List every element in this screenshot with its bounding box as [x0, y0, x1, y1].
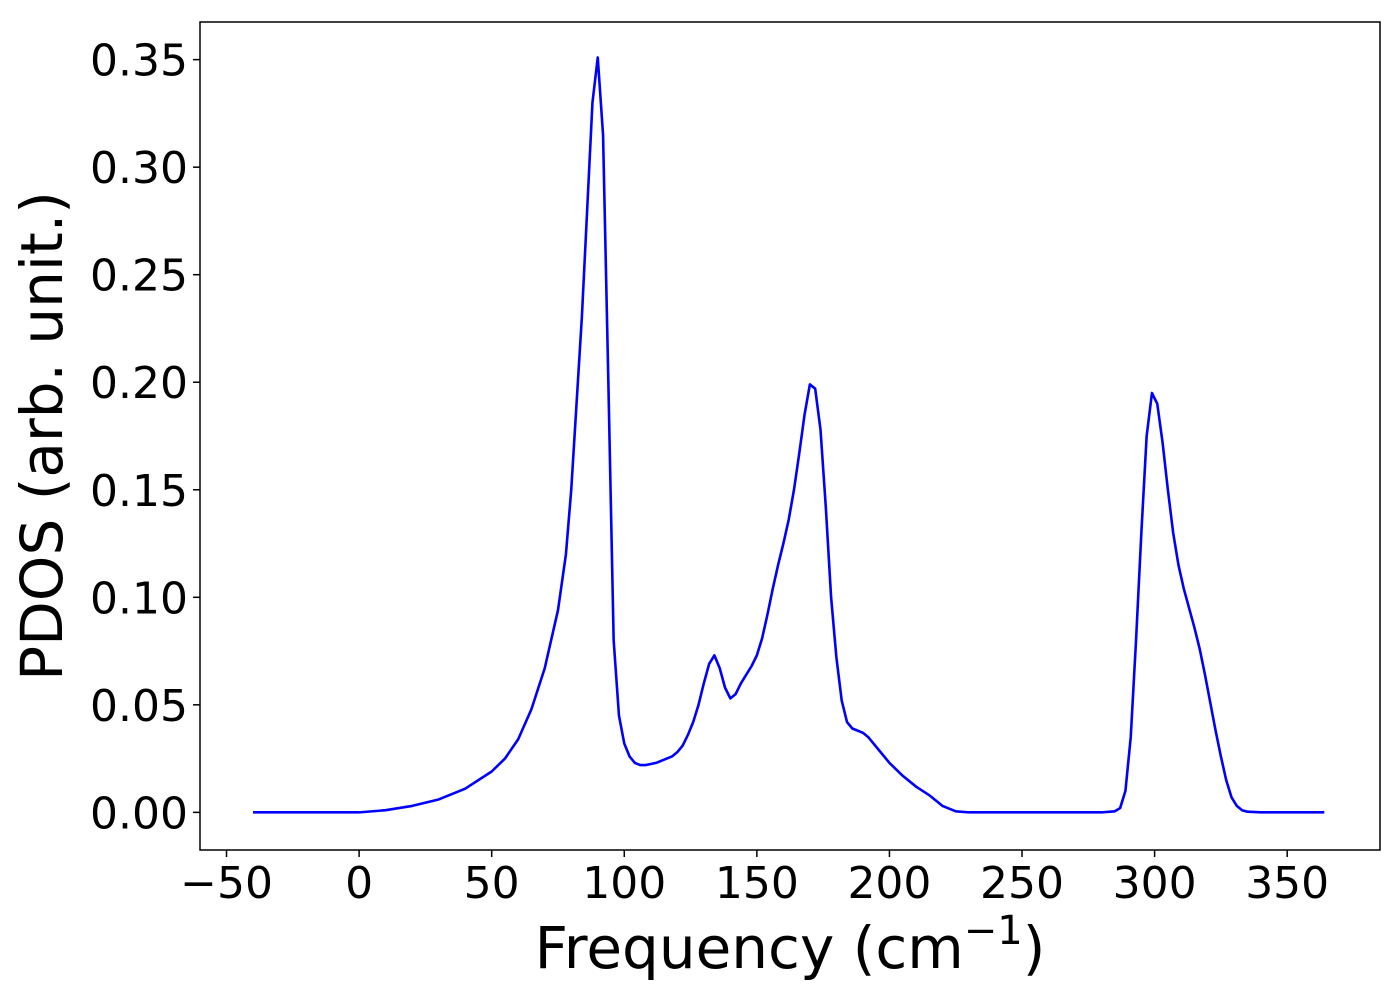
series-layer [253, 56, 1325, 814]
plot-frame [199, 21, 1381, 851]
x-tick-label: 50 [464, 858, 520, 909]
x-axis-label-text: Frequency (cm [535, 914, 964, 982]
y-tick-label: 0.25 [90, 251, 188, 302]
y-axis-label: PDOS (arb. unit.) [8, 191, 76, 681]
x-tick-label: 250 [980, 858, 1064, 909]
x-axis-label-sup: −1 [964, 908, 1023, 954]
x-tick-label: 0 [345, 858, 373, 909]
y-tick-label: 0.15 [90, 466, 188, 517]
y-axis: 0.00 0.05 0.10 0.15 0.20 0.25 0.30 0.35 [90, 36, 200, 839]
x-axis-label-close: ) [1023, 914, 1046, 982]
y-tick-label: 0.00 [90, 788, 188, 839]
x-tick-label: 100 [582, 858, 666, 909]
y-tick-label: 0.10 [90, 573, 188, 624]
y-tick-label: 0.35 [90, 36, 188, 87]
x-axis: −50 0 50 100 150 200 250 300 350 [180, 850, 1329, 909]
x-tick-label: 350 [1245, 858, 1329, 909]
x-tick-label: −50 [180, 858, 273, 909]
y-tick-label: 0.05 [90, 681, 188, 732]
series-line-0 [253, 56, 1325, 814]
x-axis-label: Frequency (cm−1) [535, 908, 1046, 982]
x-tick-label: 300 [1113, 858, 1197, 909]
y-tick-label: 0.20 [90, 358, 188, 409]
y-tick-label: 0.30 [90, 143, 188, 194]
x-tick-label: 150 [715, 858, 799, 909]
x-tick-label: 200 [847, 858, 931, 909]
